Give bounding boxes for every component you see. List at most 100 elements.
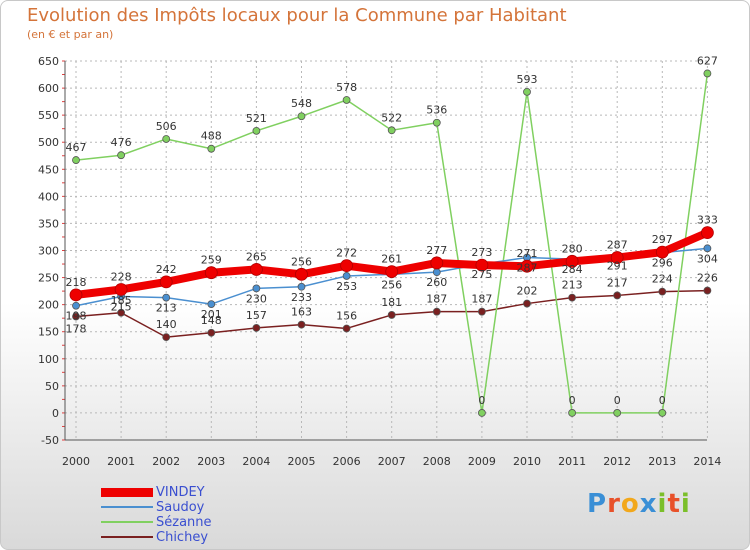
data-point xyxy=(385,265,399,279)
data-point xyxy=(565,254,579,268)
data-point xyxy=(342,96,351,104)
y-tick-label: 200 xyxy=(38,299,59,312)
data-point xyxy=(252,126,261,135)
data-label: 213 xyxy=(156,302,177,315)
x-tick-label: 2008 xyxy=(423,455,451,468)
y-tick-label: 650 xyxy=(38,55,59,68)
data-point xyxy=(655,245,669,259)
data-point xyxy=(342,272,351,280)
data-label: 0 xyxy=(569,394,576,407)
data-label: 215 xyxy=(111,301,132,314)
data-point xyxy=(204,266,218,280)
data-point xyxy=(432,268,441,277)
legend-item-saudoy: Saudoy xyxy=(101,500,321,515)
data-label: 148 xyxy=(201,314,222,327)
data-point xyxy=(568,293,576,302)
x-tick-label: 2000 xyxy=(62,455,90,468)
data-label: 261 xyxy=(381,253,402,266)
data-label: 287 xyxy=(517,262,538,275)
data-label: 185 xyxy=(111,294,132,307)
data-label: 277 xyxy=(426,244,447,257)
data-label: 213 xyxy=(562,279,583,292)
data-point xyxy=(613,409,622,417)
data-point xyxy=(297,320,306,329)
legend-swatch-chichey xyxy=(101,536,153,538)
chart-subtitle: (en € et par an) xyxy=(27,28,114,41)
data-point xyxy=(340,259,354,273)
data-label: 140 xyxy=(156,318,177,331)
data-label: 187 xyxy=(426,293,447,306)
data-label: 578 xyxy=(336,81,357,94)
legend-swatch-saudoy xyxy=(101,506,153,508)
x-tick-label: 2009 xyxy=(468,455,496,468)
data-label: 522 xyxy=(381,111,402,124)
y-tick-label: 300 xyxy=(38,245,59,258)
data-label: 296 xyxy=(652,257,673,270)
data-label: 187 xyxy=(471,293,492,306)
data-point xyxy=(207,144,216,153)
logo-letter: i xyxy=(657,489,668,519)
data-label: 202 xyxy=(517,285,538,298)
data-point xyxy=(252,284,261,293)
data-label: 224 xyxy=(652,273,673,286)
y-tick-label: 150 xyxy=(38,326,59,339)
legend-item-sezanne: Sézanne xyxy=(101,515,321,530)
data-label: 593 xyxy=(517,73,538,86)
data-point xyxy=(432,118,441,127)
x-tick-label: 2014 xyxy=(693,455,721,468)
data-label: 233 xyxy=(291,291,312,304)
data-point xyxy=(162,293,171,302)
data-label: 181 xyxy=(381,296,402,309)
x-tick-label: 2005 xyxy=(288,455,316,468)
y-tick-label: 550 xyxy=(38,109,59,122)
data-point xyxy=(72,156,80,164)
data-point xyxy=(117,151,125,160)
data-label: 284 xyxy=(562,263,583,276)
data-label: 242 xyxy=(156,263,177,276)
data-point xyxy=(477,307,486,316)
data-point xyxy=(613,291,622,300)
y-tick-label: 0 xyxy=(52,407,59,420)
data-point xyxy=(568,409,576,417)
data-point xyxy=(658,287,667,296)
data-point xyxy=(520,259,534,273)
proxiti-logo: Proxiti xyxy=(587,489,691,519)
data-label: 273 xyxy=(471,246,492,259)
y-tick-label: 50 xyxy=(45,380,59,393)
data-point xyxy=(159,275,173,289)
data-label: 217 xyxy=(607,276,628,289)
data-label: 627 xyxy=(697,54,718,67)
data-label: 271 xyxy=(517,247,538,260)
data-point xyxy=(430,256,444,270)
data-point xyxy=(523,87,531,96)
data-label: 297 xyxy=(652,233,673,246)
data-label: 218 xyxy=(66,276,87,289)
x-tick-label: 2010 xyxy=(513,455,541,468)
data-label: 521 xyxy=(246,112,267,125)
x-tick-label: 2013 xyxy=(648,455,676,468)
data-label: 291 xyxy=(607,259,628,272)
data-point xyxy=(658,409,667,417)
y-tick-label: -50 xyxy=(41,434,59,447)
legend-item-vindey: VINDEY xyxy=(101,485,321,500)
x-tick-label: 2011 xyxy=(558,455,586,468)
legend-item-chichey: Chichey xyxy=(101,530,321,545)
data-point xyxy=(342,324,351,333)
y-tick-label: 100 xyxy=(38,353,59,366)
data-label: 0 xyxy=(659,394,666,407)
data-point xyxy=(207,328,216,337)
data-point xyxy=(703,286,712,295)
data-point xyxy=(114,283,128,296)
data-label: 230 xyxy=(246,292,267,305)
data-point xyxy=(72,312,80,321)
data-point xyxy=(162,135,171,143)
data-label: 304 xyxy=(697,252,718,265)
legend-label-vindey: VINDEY xyxy=(156,485,205,500)
x-tick-label: 2004 xyxy=(242,455,270,468)
data-point xyxy=(297,282,306,291)
data-label: 280 xyxy=(562,242,583,255)
y-tick-label: 350 xyxy=(38,217,59,230)
data-point xyxy=(477,409,486,417)
data-point xyxy=(295,267,308,281)
